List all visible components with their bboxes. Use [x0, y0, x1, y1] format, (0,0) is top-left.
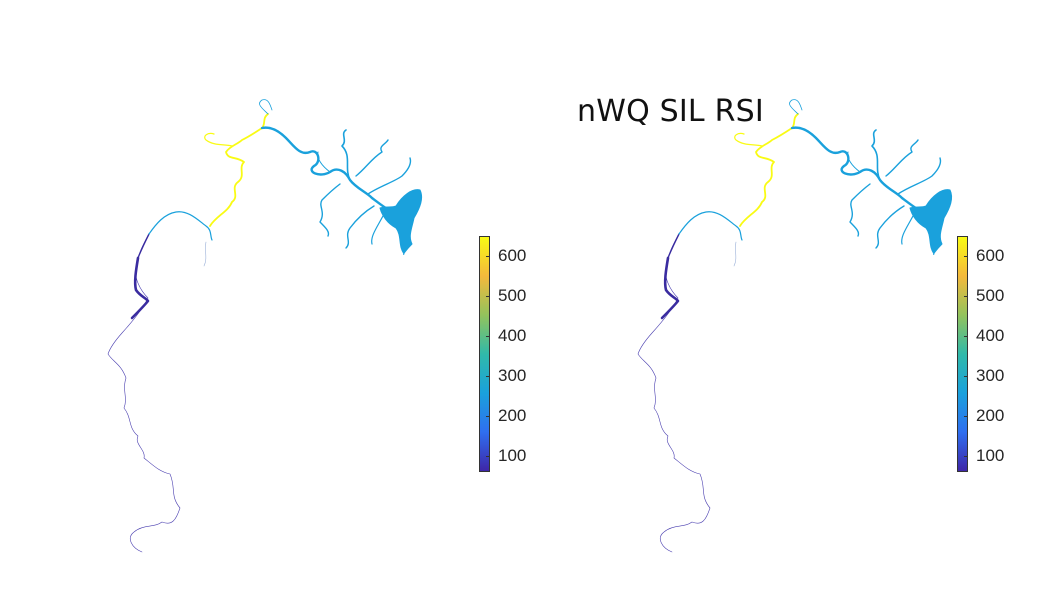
colorbar-tick-mark	[486, 376, 490, 377]
colorbar-tick-mark	[964, 456, 968, 457]
colorbar-tick-label: 400	[976, 326, 1005, 345]
colorbar-tick-mark	[486, 416, 490, 417]
colorbar-tick-label: 600	[976, 246, 1005, 265]
colorbar-tick-label: 300	[498, 366, 527, 385]
reservoir	[379, 189, 423, 255]
colorbar-tick-mark	[486, 456, 490, 457]
river-network	[637, 99, 953, 553]
colorbar-tick-label: 500	[498, 286, 527, 305]
colorbar-tick-label: 200	[498, 406, 527, 425]
colorbar-tick-mark	[964, 296, 968, 297]
colorbar-tick-mark	[486, 296, 490, 297]
upper-river-segment	[790, 126, 930, 216]
right-colorbar	[957, 236, 968, 472]
colorbar-tick-mark	[486, 336, 490, 337]
middle-river-segment	[148, 211, 213, 241]
right-river-map	[637, 99, 953, 553]
left-colorbar	[479, 236, 490, 472]
lower-river-bold	[660, 256, 680, 320]
colorbar-tick-label: 400	[498, 326, 527, 345]
colorbar-tick-label: 300	[976, 366, 1005, 385]
upper-yellow-segment	[209, 113, 269, 227]
left-river-map	[107, 99, 423, 553]
colorbar-tick-mark	[964, 336, 968, 337]
upper-yellow-segment	[739, 113, 799, 227]
colorbar-tick-label: 100	[976, 446, 1005, 465]
upper-river-segment	[260, 126, 400, 216]
reservoir	[909, 189, 953, 255]
figure-title: nWQ SIL RSI	[577, 94, 764, 129]
colorbar-tick-mark	[964, 376, 968, 377]
colorbar-tick-label: 200	[976, 406, 1005, 425]
colorbar-tick-mark	[486, 256, 490, 257]
lower-river-bold	[130, 256, 150, 320]
lower-river-segment	[637, 233, 711, 553]
colorbar-tick-label: 100	[498, 446, 527, 465]
lower-river-segment	[107, 233, 181, 553]
colorbar-tick-label: 600	[498, 246, 527, 265]
colorbar-tick-mark	[964, 416, 968, 417]
colorbar-tick-label: 500	[976, 286, 1005, 305]
river-network	[107, 99, 423, 553]
colorbar-tick-mark	[964, 256, 968, 257]
middle-river-segment	[678, 211, 743, 241]
